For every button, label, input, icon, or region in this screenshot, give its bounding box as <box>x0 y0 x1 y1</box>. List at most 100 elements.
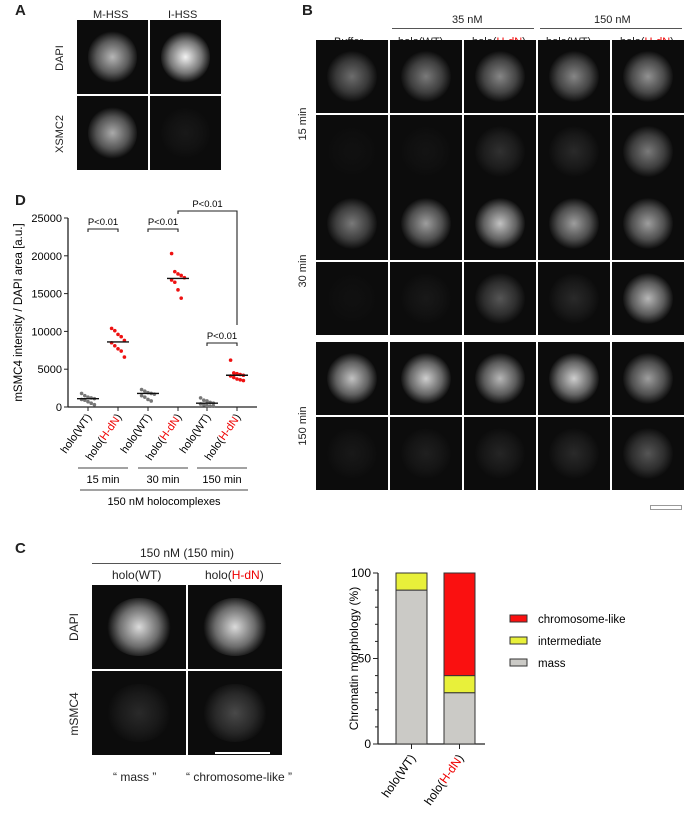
msmc4-image <box>612 262 684 335</box>
time-label: 150 min <box>297 406 309 446</box>
dapi-image <box>464 40 536 113</box>
data-point <box>179 296 183 300</box>
x-tick-label: holo(H-dN) <box>421 752 466 808</box>
data-point <box>79 391 84 396</box>
label-part: ) <box>453 752 467 763</box>
bar-segment-intermediate <box>443 675 476 694</box>
data-point <box>116 346 120 351</box>
data-point <box>176 272 180 276</box>
group-label: 15 min <box>86 474 119 486</box>
scale-bar <box>215 752 270 754</box>
data-point <box>205 403 209 408</box>
msmc4-image <box>316 115 388 188</box>
data-point <box>232 371 236 375</box>
time-label: 15 min <box>297 107 309 141</box>
data-point <box>205 399 209 403</box>
row-label: DAPI <box>67 613 81 642</box>
legend-swatch <box>509 658 528 667</box>
stacked-bar-chart: 0 50 100 Chromatin morphology (%) holo(WT)ho… <box>347 566 626 808</box>
label-part: ) <box>232 412 244 422</box>
data-point <box>113 343 117 348</box>
xsmc2-image <box>77 96 148 170</box>
legend-label: intermediate <box>538 636 601 648</box>
data-point <box>198 396 203 400</box>
label-part: ) <box>202 412 214 422</box>
data-point <box>202 398 206 402</box>
msmc4-image <box>538 417 610 490</box>
data-point <box>146 397 150 402</box>
dapi-image <box>390 187 462 260</box>
bar-segment-intermediate <box>395 572 428 591</box>
data-point <box>235 377 239 381</box>
data-point <box>109 326 114 331</box>
msmc4-image <box>538 262 610 335</box>
significance-bracket <box>147 228 179 232</box>
dapi-image <box>390 40 462 113</box>
caption: “ mass ” <box>113 770 157 784</box>
panel-label-d: D <box>15 192 26 209</box>
data-point <box>176 288 180 292</box>
data-point <box>208 404 212 409</box>
dapi-image <box>390 342 462 415</box>
label-part: ) <box>113 412 125 422</box>
dapi-image <box>316 187 388 260</box>
y-axis-label: Chromatin morphology (%) <box>347 587 361 730</box>
col-label: holo(H-dN) <box>205 568 264 582</box>
data-point <box>143 389 147 393</box>
msmc4-image <box>390 262 462 335</box>
dapi-image <box>77 20 148 94</box>
y-tick-label: 20000 <box>31 251 62 263</box>
msmc4-image <box>464 262 536 335</box>
legend-swatch <box>509 636 528 645</box>
y-tick-label: 100 <box>351 566 371 580</box>
dapi-image <box>612 342 684 415</box>
panel-label-b: B <box>302 2 313 19</box>
scale-bar <box>650 505 682 510</box>
msmc4-image <box>316 262 388 335</box>
col-label: holo(WT) <box>112 568 162 582</box>
x-tick-label: holo(WT) <box>379 752 419 800</box>
dapi-image <box>316 40 388 113</box>
p-value-label: P<0.01 <box>88 217 118 228</box>
data-point <box>238 377 242 382</box>
dapi-image <box>612 40 684 113</box>
data-point <box>169 251 174 256</box>
y-tick-label: 10000 <box>31 326 62 338</box>
group-caption: 150 nM holocomplexes <box>107 496 221 508</box>
bar-segment-mass <box>395 589 428 745</box>
legend-label: mass <box>538 658 566 670</box>
p-value-label: P<0.01 <box>192 199 222 210</box>
msmc4-image <box>538 115 610 188</box>
y-tick-label: 50 <box>358 652 372 666</box>
p-value-label: P<0.01 <box>148 217 178 228</box>
dapi-image <box>464 342 536 415</box>
data-point <box>86 399 90 404</box>
significance-bracket <box>87 228 119 232</box>
y-tick-label: 15000 <box>31 289 62 301</box>
col-label: I-HSS <box>168 9 198 21</box>
group-label: 150 nM <box>594 14 631 26</box>
scatter-chart: 0 5000 10000 15000 20000 25000 mSMC4 intensity… <box>13 199 257 508</box>
time-label: 30 min <box>297 254 309 288</box>
y-tick-label: 0 <box>56 402 62 414</box>
msmc4-image <box>464 115 536 188</box>
panel-label-a: A <box>15 2 26 19</box>
legend-swatch <box>509 614 528 623</box>
group-label: 35 nM <box>452 14 483 26</box>
dapi-image <box>150 20 221 94</box>
label-part: ) <box>143 412 155 422</box>
data-point <box>149 399 153 403</box>
y-axis-label: mSMC4 intensity / DAPI area [a.u.] <box>13 223 25 401</box>
col-label: M-HSS <box>93 9 129 21</box>
data-point <box>89 401 93 406</box>
data-point <box>113 328 117 333</box>
panel-label-c: C <box>15 540 26 557</box>
data-point <box>116 332 120 337</box>
dapi-image <box>538 40 610 113</box>
bar-segment-mass <box>443 692 476 745</box>
group-label: 150 min <box>202 474 241 486</box>
row-label: DAPI <box>54 45 66 71</box>
dapi-image <box>612 187 684 260</box>
msmc4-image <box>612 115 684 188</box>
